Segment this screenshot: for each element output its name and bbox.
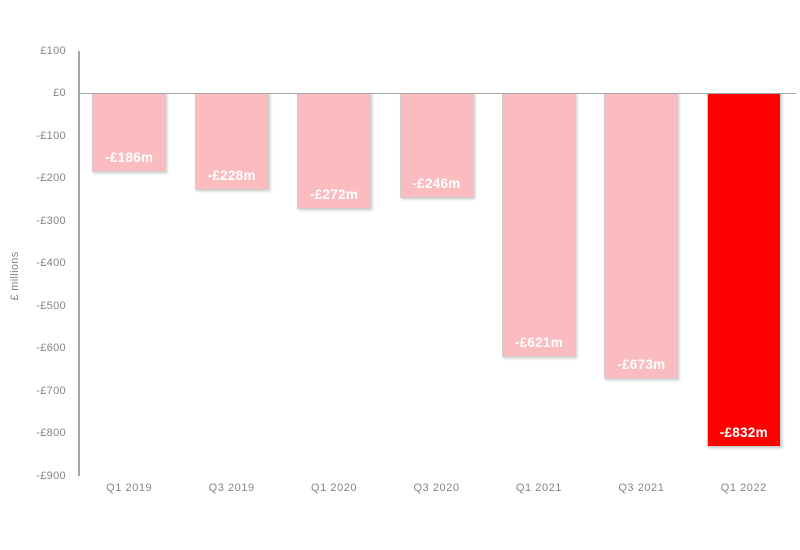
y-tick-label: -£500 bbox=[36, 299, 66, 312]
x-axis-label: Q3 2021 bbox=[618, 482, 665, 494]
x-axis-label: Q1 2021 bbox=[515, 482, 562, 494]
bar-q3-2021: -£673m bbox=[604, 93, 679, 380]
x-axis-label: Q1 2019 bbox=[106, 482, 153, 494]
x-axis-label: Q1 2022 bbox=[720, 482, 767, 494]
bar-q1-2019: -£186m bbox=[92, 93, 167, 173]
y-tick-label: -£700 bbox=[36, 384, 66, 397]
bar-q1-2021: -£621m bbox=[501, 93, 576, 358]
bar-value-label: -£272m bbox=[309, 186, 359, 202]
y-tick-label: -£800 bbox=[36, 427, 66, 440]
zero-gridline bbox=[78, 92, 796, 95]
y-tick-label: £0 bbox=[53, 87, 66, 100]
x-axis-label: Q3 2019 bbox=[208, 482, 255, 494]
y-tick-label: £100 bbox=[40, 45, 66, 57]
y-tick-label: -£400 bbox=[36, 257, 66, 270]
bar-value-label: -£832m bbox=[719, 424, 768, 440]
bar-value-label: -£621m bbox=[514, 335, 563, 351]
y-tick-label: -£100 bbox=[36, 129, 66, 142]
y-tick-label: -£300 bbox=[36, 214, 66, 227]
bar-value-label: -£246m bbox=[412, 175, 461, 191]
bar-q1-2022: -£832m bbox=[706, 93, 781, 447]
bar-value-label: -£228m bbox=[207, 168, 256, 184]
y-axis-line bbox=[78, 51, 80, 476]
bar-value-label: -£673m bbox=[617, 357, 666, 373]
y-tick-label: -£600 bbox=[36, 342, 66, 355]
y-tick-label: -£900 bbox=[36, 469, 66, 482]
bar-value-label: -£186m bbox=[105, 150, 154, 166]
bar-q3-2019: -£228m bbox=[194, 93, 269, 191]
y-tick-label: -£200 bbox=[36, 172, 66, 185]
x-axis-label: Q1 2020 bbox=[311, 482, 358, 494]
bar-q1-2020: -£272m bbox=[297, 93, 372, 209]
bar-q3-2020: -£246m bbox=[399, 93, 474, 198]
x-axis-label: Q3 2020 bbox=[413, 482, 460, 494]
